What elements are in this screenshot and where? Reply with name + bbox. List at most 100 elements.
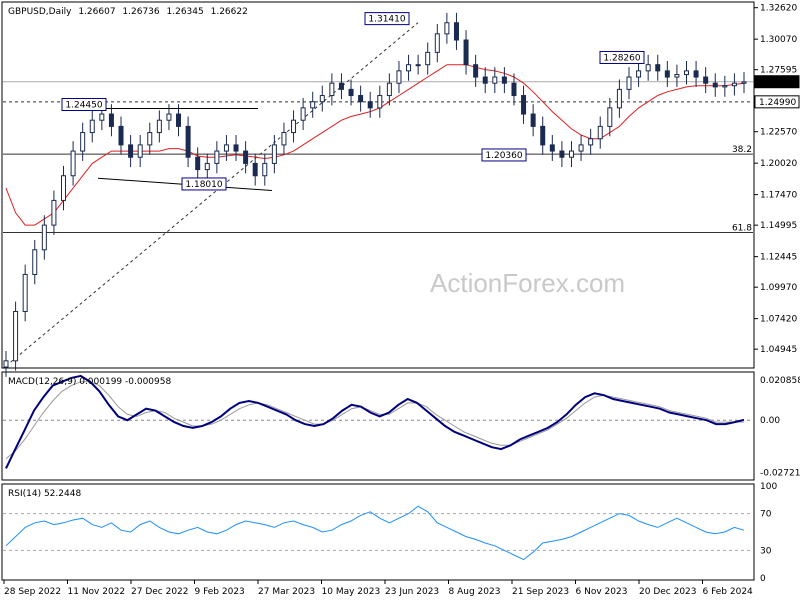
price-tick-label-6: 1.17470 [760,191,797,201]
candle-body-34 [329,82,335,97]
candle-body-53 [511,82,517,97]
macd-tick-label-1: 0.00 [760,416,780,426]
rsi-tick-label-0: 100 [760,482,777,492]
price-flag-text-1: 1.24990 [759,98,796,108]
rsi-tick-label-1: 70 [760,510,772,520]
candle-body-24 [233,144,239,152]
candle-body-27 [262,162,268,177]
candle-body-10 [99,113,105,121]
macd-title: MACD(12,26,9) 0.000199 -0.000958 [8,377,171,387]
candle-body-62 [597,125,603,140]
candle-body-3 [32,249,38,275]
x-tick-label-10: 20 Dec 2023 [639,587,697,597]
candle-body-38 [367,101,373,109]
candle-body-5 [51,199,57,226]
price-axis: 1.326201.300701.275951.250451.225701.200… [754,4,800,355]
candle-body-51 [492,76,498,84]
price-tick-label-2: 1.27595 [760,66,797,76]
candle-body-39 [377,95,383,109]
macd-tick-label-0: 0.020858 [760,376,800,386]
candle-body-54 [521,95,527,115]
price-tick-label-7: 1.14995 [760,221,797,231]
candle-body-25 [243,150,249,164]
candle-body-59 [568,150,574,158]
candle-body-1 [13,310,19,362]
candle-body-30 [291,119,297,134]
candle-body-9 [89,119,95,134]
rsi-axis: 100 70 30 0 [760,482,777,584]
candle-body-14 [137,144,143,158]
candle-body-0 [3,360,9,368]
annotation-text-0: 1.31410 [368,15,405,25]
ohlc-close: 1.26622 [211,7,248,17]
ohlc-high: 1.26736 [122,7,159,17]
x-tick-label-7: 8 Aug 2023 [449,587,501,597]
candle-body-18 [176,113,182,127]
candle-body-56 [540,125,546,146]
macd-axis: 0.020858 0.00 -0.027213 [760,376,800,479]
watermark: ActionForex.com [430,268,625,298]
candle-body-19 [185,125,191,158]
candle-body-65 [626,76,632,90]
macd-tick-label-2: -0.027213 [760,469,800,479]
candle-body-50 [482,76,488,84]
candle-body-66 [636,70,642,78]
annotation-box-0 [364,12,410,26]
candle-body-33 [319,95,325,103]
macd-lines [3,374,753,469]
macd-signal-line [5,381,745,460]
x-tick-label-2: 27 Dec 2022 [131,587,189,597]
candle-body-48 [463,39,469,66]
candle-body-47 [453,22,459,41]
candle-body-61 [588,138,594,146]
candle-body-2 [22,273,28,312]
candle-body-26 [252,162,258,177]
ohlc-open: 1.26607 [78,7,115,17]
candle-body-52 [501,76,507,84]
annotation-text-3: 1.20360 [485,151,522,161]
candle-body-17 [166,113,172,121]
rsi-tick-label-3: 0 [760,574,766,584]
candle-body-31 [300,107,306,121]
price-title: GBPUSD,Daily 1.26607 1.26736 1.26345 1.2… [8,7,248,17]
rsi-lines [3,505,753,561]
fib-label-3: 61.8 [732,224,752,234]
candle-body-68 [655,64,661,72]
candle-body-58 [559,150,565,158]
rsi-line [5,505,745,561]
price-tick-label-11: 1.04945 [760,345,797,355]
price-flag-0 [754,75,800,89]
candle-body-11 [108,113,114,127]
candle-body-55 [530,113,536,127]
price-tick-label-0: 1.32620 [760,4,797,14]
ohlc-low: 1.26345 [167,7,204,17]
candle-body-41 [396,70,402,84]
candle-body-13 [128,144,134,158]
candle-body-15 [147,132,153,146]
candle-body-32 [310,101,316,109]
price-annotations: 1.31410 1.28260 1.24450 1.20360 1.18010 [61,12,645,191]
rsi-panel-frame [1,483,755,581]
price-tick-label-5: 1.20020 [760,159,797,169]
candle-body-21 [204,162,210,171]
x-tick-label-9: 6 Nov 2023 [576,587,628,597]
candle-body-63 [607,107,613,127]
x-tick-label-6: 23 Jun 2023 [385,587,439,597]
candle-body-57 [549,144,555,152]
candle-body-76 [731,82,737,87]
candle-body-35 [338,82,344,90]
macd-panel-frame [1,371,755,481]
candle-body-69 [664,70,670,78]
candle-body-49 [473,64,479,78]
price-candles [3,12,747,377]
annotation-box-3 [481,148,527,162]
candle-body-44 [425,51,431,66]
candle-body-46 [444,22,450,35]
candle-body-72 [693,70,699,78]
candle-body-64 [616,88,622,109]
candle-body-22 [214,150,220,164]
price-symbol: GBPUSD,Daily [8,7,72,17]
annotation-box-1 [599,50,645,64]
fib-label-2: 38.2 [732,145,752,155]
